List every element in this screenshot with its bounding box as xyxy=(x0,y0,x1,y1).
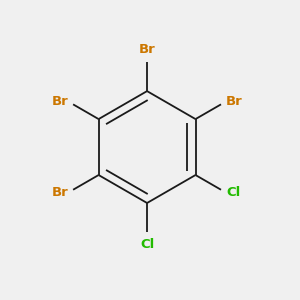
Text: Br: Br xyxy=(139,43,155,56)
Text: Br: Br xyxy=(51,95,68,108)
Text: Br: Br xyxy=(226,95,243,108)
Text: Cl: Cl xyxy=(140,238,154,251)
Text: Br: Br xyxy=(51,186,68,199)
Text: Cl: Cl xyxy=(226,186,240,199)
